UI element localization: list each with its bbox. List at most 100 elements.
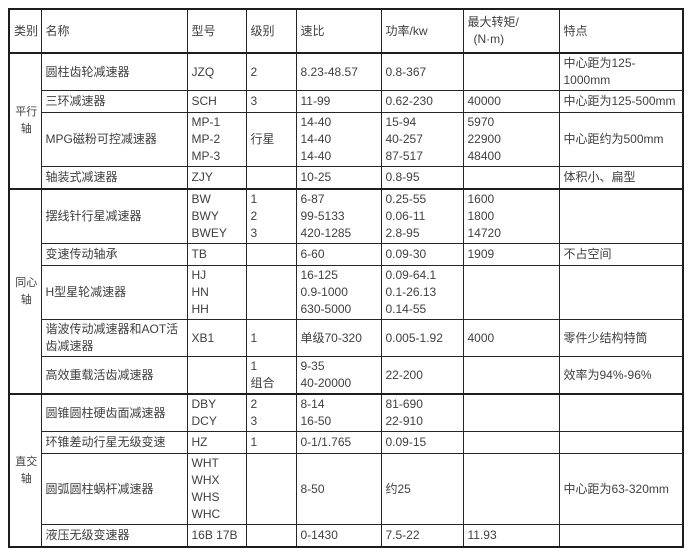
cell-torque: 4000 [462, 319, 560, 357]
cell-ratio: 0-1430 [295, 524, 382, 548]
cell-value: 15-94 [385, 115, 417, 129]
cell-value: 8-50 [300, 481, 325, 496]
cell-value: 16-125 [300, 268, 338, 282]
cell-model: HZ [186, 431, 247, 454]
cell-torque [462, 265, 560, 320]
cell-value: 4000 [467, 330, 495, 345]
column-header-features: 特点 [558, 8, 684, 54]
cell-level: 2 [245, 52, 297, 91]
cell-features [558, 431, 684, 454]
cell-value: 1 [250, 435, 258, 449]
cell-value: 87-517 [385, 149, 423, 163]
table-body: 平行轴 圆柱齿轮减速器 JZQ 2 8.23-48.57 0.8-367 中心距为125-1… [8, 52, 684, 548]
cell-value: BW [191, 192, 211, 206]
cell-model: TB [186, 243, 247, 266]
cell-value: WHC [191, 507, 221, 521]
cell-value: 22900 [467, 132, 501, 146]
cell-model: WHT WHX WHS WHC [186, 453, 247, 525]
cell-value: 0.9-1000 [300, 285, 348, 299]
cell-level [245, 243, 297, 266]
header-row: 类别 名称 型号 级别 速比 功率/kw 最大转矩/ (N·m) 特点 [8, 8, 684, 54]
cell-name: 圆柱齿轮减速器 [40, 52, 188, 91]
cell-power: 0.62-230 [380, 90, 464, 113]
cell-value: 630-5000 [300, 302, 352, 316]
cell-value: 40-20000 [300, 376, 352, 390]
column-header-level: 级别 [245, 8, 297, 54]
cell-value: WHS [191, 490, 220, 504]
cell-model: HJ HN HH [186, 265, 247, 320]
cell-name: 圆锥圆柱硬齿面减速器 [40, 393, 188, 432]
cell-ratio: 单级70-320 [295, 319, 382, 357]
cell-torque [462, 431, 560, 454]
cell-features: 中心距为63-320mm [558, 453, 684, 525]
column-header-label: 型号 [191, 23, 216, 38]
cell-torque: 5970 22900 48400 [462, 112, 560, 167]
cell-value: JZQ [191, 64, 215, 79]
cell-name: 三环减速器 [40, 90, 188, 113]
cell-value: 2 [250, 64, 258, 79]
cell-value: 1600 [467, 192, 495, 206]
cell-model: BW BWY BWEY [186, 188, 247, 244]
cell-ratio: 8.23-48.57 [295, 52, 382, 91]
cell-value: 1800 [467, 209, 495, 223]
cell-value: 0.62-230 [385, 94, 433, 108]
cell-torque [462, 166, 560, 190]
cell-value: 5970 [467, 115, 495, 129]
cell-value: 0.14-55 [385, 302, 427, 316]
cell-ratio: 16-125 0.9-1000 630-5000 [295, 265, 382, 320]
cell-value: 14-40 [300, 149, 332, 163]
cell-level [245, 265, 297, 320]
cell-level: 1 2 3 [245, 188, 297, 244]
table-row: 谐波传动减速器和AOT活齿减速器 XB1 1 单级70-320 0.005-1.92 40… [9, 319, 684, 357]
cell-torque [462, 52, 560, 91]
cell-name: 圆弧圆柱蜗杆减速器 [40, 453, 188, 525]
column-header-model: 型号 [186, 8, 247, 54]
cell-torque: 40000 [462, 90, 560, 113]
cell-name: 环锥差动行星无级变速 [40, 431, 188, 454]
cell-value: 1 [250, 359, 258, 373]
cell-value: 0.25-55 [385, 192, 427, 206]
cell-ratio: 11-99 [295, 90, 382, 113]
cell-value: SCH [191, 94, 217, 108]
table-row: 液压无级变速器 16B 17B 0-1430 7.5-22 11.93 [9, 524, 684, 548]
column-header-label: 特点 [563, 23, 588, 38]
cell-value: 2 [250, 397, 258, 411]
column-header-label: (N·m) [473, 32, 505, 46]
cell-name: 高效重载活齿减速器 [40, 356, 188, 395]
cell-level: 1 [245, 431, 297, 454]
category-cell: 直交轴 [8, 393, 42, 548]
cell-power: 7.5-22 [380, 524, 464, 548]
cell-model: JZQ [186, 52, 247, 91]
cell-level: 行星 [245, 112, 297, 167]
table-row: 轴装式减速器 ZJY 10-25 0.8-95 体积小、扁型 [9, 166, 684, 190]
cell-power: 0.005-1.92 [380, 319, 464, 357]
table-row: 变速传动轴承 TB 6-60 0.09-30 1909 不占空间 [9, 243, 684, 266]
cell-value: 16-50 [300, 414, 332, 428]
cell-value: 8.23-48.57 [300, 64, 358, 79]
cell-name: 轴装式减速器 [40, 166, 188, 190]
cell-power: 0.09-64.1 0.1-26.13 0.14-55 [380, 265, 464, 320]
column-header-label: 速比 [300, 23, 325, 38]
cell-features [558, 188, 684, 244]
cell-torque: 1600 1800 14720 [462, 188, 560, 244]
cell-value: DCY [191, 414, 217, 428]
cell-value: 0.09-64.1 [385, 268, 437, 282]
cell-name: 液压无级变速器 [40, 524, 188, 548]
cell-value: MP-2 [191, 132, 221, 146]
column-header-label: 功率/kw [385, 23, 428, 38]
cell-torque [462, 356, 560, 395]
column-header-category: 类别 [8, 8, 42, 54]
cell-features: 中心距约为500mm [558, 112, 684, 167]
cell-power: 0.8-367 [380, 52, 464, 91]
cell-power: 0.09-30 [380, 243, 464, 266]
cell-model: MP-1 MP-2 MP-3 [186, 112, 247, 167]
cell-name: H型星轮减速器 [40, 265, 188, 320]
table-header: 类别 名称 型号 级别 速比 功率/kw 最大转矩/ (N·m) 特点 [8, 8, 684, 54]
cell-ratio: 9-35 40-20000 [295, 356, 382, 395]
cell-features: 不占空间 [558, 243, 684, 266]
cell-level: 1 组合 [245, 356, 297, 395]
cell-features: 效率为94%-96% [558, 356, 684, 395]
cell-value: 0.8-367 [385, 64, 427, 79]
cell-power: 22-200 [380, 356, 464, 395]
